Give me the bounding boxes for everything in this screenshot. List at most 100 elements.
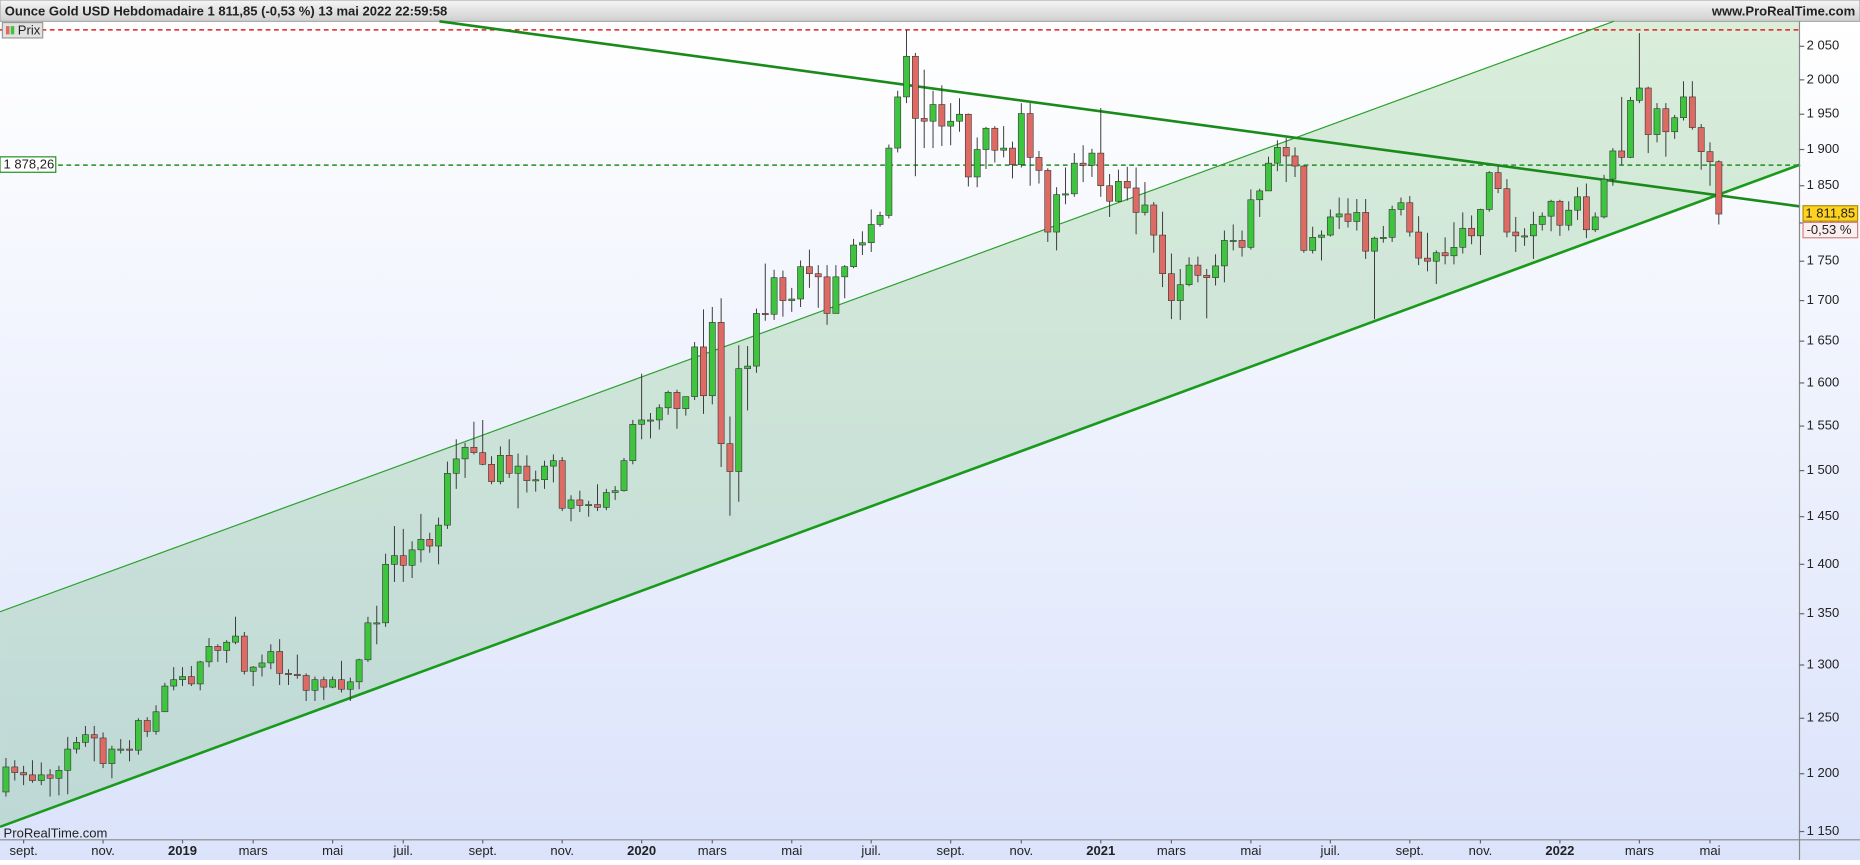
candle-body bbox=[1079, 162, 1087, 166]
candle-body bbox=[1159, 234, 1166, 274]
candle-body bbox=[1653, 108, 1661, 135]
y-tick-label: 1 150 bbox=[1807, 823, 1840, 838]
candle-body bbox=[1715, 161, 1723, 215]
last-price-label: 1 811,85 bbox=[1805, 205, 1855, 220]
candle-body bbox=[629, 424, 637, 461]
candle-body bbox=[488, 463, 495, 482]
candle-body bbox=[223, 641, 231, 651]
x-tick-label: juil. bbox=[860, 843, 881, 858]
candle-body bbox=[867, 224, 875, 244]
candle-body bbox=[1017, 113, 1025, 165]
candle-body bbox=[391, 555, 398, 565]
candle-body bbox=[585, 504, 593, 507]
candle-body bbox=[602, 492, 610, 508]
candle-body bbox=[187, 676, 195, 685]
candle-body bbox=[549, 460, 557, 467]
candle-body bbox=[240, 635, 248, 672]
candle-body bbox=[788, 298, 796, 301]
x-tick-label: mai bbox=[1240, 843, 1261, 858]
x-tick-label: nov. bbox=[550, 843, 574, 858]
candle-body bbox=[505, 455, 513, 474]
candle-body bbox=[920, 118, 928, 122]
candle-body bbox=[647, 419, 654, 422]
candle-body bbox=[29, 774, 36, 781]
candle-body bbox=[1062, 193, 1069, 196]
candle-body bbox=[161, 685, 169, 713]
candle-body bbox=[249, 666, 257, 672]
x-tick-label: mai bbox=[322, 843, 343, 858]
candle-body bbox=[1318, 234, 1325, 238]
candle-body bbox=[90, 734, 98, 739]
candle-body bbox=[1221, 240, 1228, 267]
candle-body bbox=[444, 473, 451, 526]
y-tick-label: 1 600 bbox=[1807, 374, 1840, 389]
candle-body bbox=[1097, 152, 1105, 187]
candle-body bbox=[1397, 202, 1405, 210]
candle-body bbox=[135, 720, 142, 751]
candle-body bbox=[859, 242, 866, 246]
candle-body bbox=[1115, 181, 1122, 202]
candle-body bbox=[329, 679, 337, 688]
background bbox=[0, 21, 1860, 860]
candle-body bbox=[700, 346, 707, 397]
header-title: Ounce Gold USD Hebdomadaire 1 811,85 (-0… bbox=[5, 3, 448, 18]
candle-body bbox=[620, 460, 628, 491]
candle-body bbox=[1697, 127, 1705, 152]
candle-body bbox=[258, 662, 266, 668]
candle-body bbox=[73, 742, 80, 750]
candle-body bbox=[1538, 215, 1546, 225]
y-tick-label: 1 750 bbox=[1807, 253, 1840, 268]
candle-body bbox=[823, 276, 831, 314]
x-tick-label: sept. bbox=[469, 843, 497, 858]
change-box bbox=[1802, 221, 1859, 239]
candle-body bbox=[1450, 247, 1458, 257]
y-tick-label: 1 400 bbox=[1807, 556, 1840, 571]
candle-body bbox=[1168, 273, 1175, 301]
candle-body bbox=[1123, 181, 1131, 189]
candle-body bbox=[1600, 178, 1608, 218]
candle-body bbox=[1671, 117, 1679, 133]
candle-body bbox=[267, 651, 275, 664]
candle-body bbox=[1424, 257, 1431, 262]
candle-body bbox=[876, 215, 884, 225]
candle-body bbox=[576, 499, 584, 506]
candle-body bbox=[108, 748, 116, 764]
candle-body bbox=[417, 539, 425, 551]
candle-body bbox=[717, 322, 725, 445]
candle-body bbox=[470, 446, 478, 453]
candle-body bbox=[1688, 96, 1696, 128]
candle-body bbox=[1265, 162, 1272, 192]
candle-body bbox=[11, 766, 19, 773]
candle-body bbox=[947, 120, 955, 127]
x-tick-label: sept. bbox=[9, 843, 37, 858]
candle-body bbox=[567, 499, 575, 509]
candle-body bbox=[293, 674, 301, 676]
candle-body bbox=[1530, 224, 1537, 237]
trend-line bbox=[439, 20, 1801, 208]
candle-body bbox=[1406, 202, 1414, 233]
legend-icon bbox=[10, 26, 15, 35]
candle-body bbox=[1309, 237, 1317, 251]
candle-body bbox=[1106, 185, 1113, 202]
candle-body bbox=[1335, 213, 1343, 218]
candle-body bbox=[214, 646, 222, 651]
candle-body bbox=[982, 127, 990, 150]
channel-fill bbox=[0, 21, 1801, 827]
y-tick-label: 2 050 bbox=[1807, 38, 1840, 53]
level-label-box bbox=[0, 156, 57, 173]
candle-body bbox=[708, 322, 716, 397]
candle-body bbox=[1070, 162, 1078, 195]
candle-body bbox=[1441, 252, 1449, 257]
candle-body bbox=[1088, 152, 1096, 166]
candle-body bbox=[1371, 237, 1378, 252]
candle-body bbox=[964, 113, 972, 178]
level-label: 1 878,26 bbox=[4, 157, 55, 172]
candle-body bbox=[841, 266, 849, 278]
x-tick-label: nov. bbox=[1009, 843, 1033, 858]
candle-body bbox=[1212, 265, 1219, 278]
x-tick-label: mars bbox=[1625, 843, 1654, 858]
candle-body bbox=[1556, 200, 1564, 226]
candle-body bbox=[408, 549, 416, 566]
candle-body bbox=[1291, 155, 1299, 167]
